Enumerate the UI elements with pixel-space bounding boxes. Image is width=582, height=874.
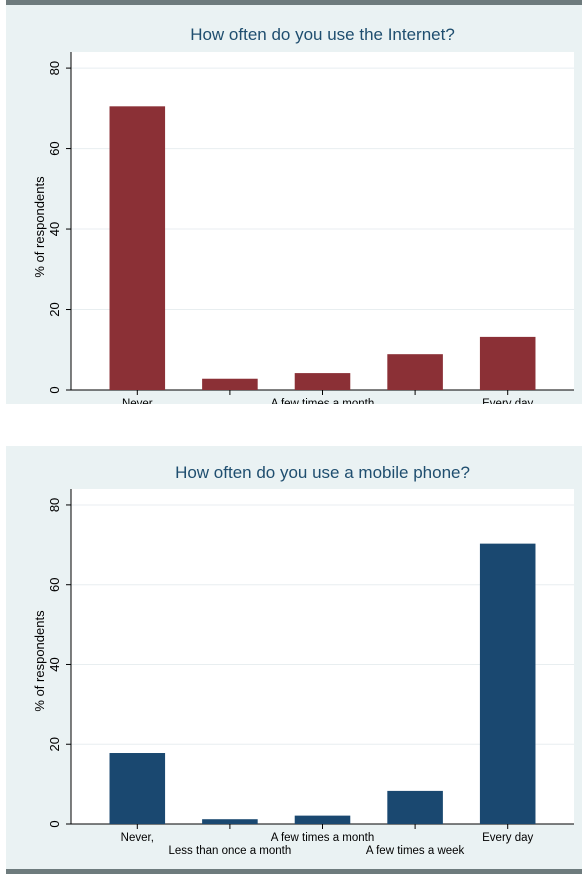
mobile-y-tick-label: 20 xyxy=(47,737,62,751)
mobile-chart: How often do you use a mobile phone? 0 20 4… xyxy=(32,463,574,857)
mobile-bar xyxy=(202,819,258,824)
internet-chart: How often do you use the Internet? 0 20 40 6… xyxy=(32,25,574,404)
internet-bar xyxy=(294,373,351,390)
internet-y-tick-label: 0 xyxy=(47,386,62,393)
internet-category-label: Every day xyxy=(482,398,533,404)
internet-chart-panel: How often do you use the Internet? 0 20 40 6… xyxy=(6,0,582,404)
internet-y-tick-label: 40 xyxy=(47,222,62,236)
mobile-chart-panel: How often do you use a mobile phone? 0 20 4… xyxy=(6,446,582,874)
mobile-category-label: Less than once a month xyxy=(169,845,292,857)
mobile-bar xyxy=(479,543,536,824)
mobile-y-axis-label: % of respondents xyxy=(32,610,47,712)
mobile-category-label: A few times a week xyxy=(366,845,465,857)
mobile-bar xyxy=(109,753,166,824)
internet-bar xyxy=(479,336,536,390)
mobile-category-label: Every day xyxy=(482,832,533,844)
mobile-category-label: A few times a month xyxy=(271,832,375,844)
mobile-y-tick-label: 60 xyxy=(47,577,62,591)
mobile-bar xyxy=(387,790,443,824)
mobile-bar xyxy=(294,815,351,824)
internet-y-tick-label: 20 xyxy=(47,302,62,316)
mobile-y-tick-label: 40 xyxy=(47,657,62,671)
internet-category-label: Never xyxy=(122,398,153,404)
internet-bar xyxy=(109,106,166,391)
internet-chart-title: How often do you use the Internet? xyxy=(190,25,455,44)
mobile-chart-title: How often do you use a mobile phone? xyxy=(175,463,470,482)
internet-y-tick-label: 60 xyxy=(47,141,62,155)
internet-y-axis-label: % of respondents xyxy=(32,176,47,278)
mobile-category-label: Never, xyxy=(121,832,154,844)
internet-bar xyxy=(202,378,258,390)
mobile-y-tick-label: 80 xyxy=(47,498,62,512)
internet-category-label: A few times a month xyxy=(271,398,375,404)
mobile-y-tick-label: 0 xyxy=(47,820,62,827)
internet-y-tick-label: 80 xyxy=(47,61,62,75)
internet-bar xyxy=(387,354,443,390)
